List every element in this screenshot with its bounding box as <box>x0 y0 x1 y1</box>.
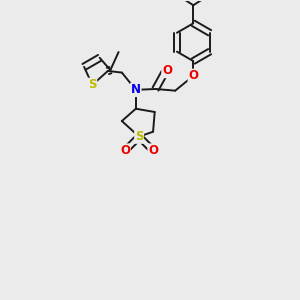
Text: S: S <box>135 130 143 143</box>
Text: O: O <box>148 144 158 157</box>
Text: O: O <box>120 144 130 157</box>
Text: S: S <box>88 78 97 92</box>
Text: N: N <box>131 83 141 96</box>
Text: O: O <box>162 64 172 77</box>
Text: O: O <box>188 69 198 82</box>
